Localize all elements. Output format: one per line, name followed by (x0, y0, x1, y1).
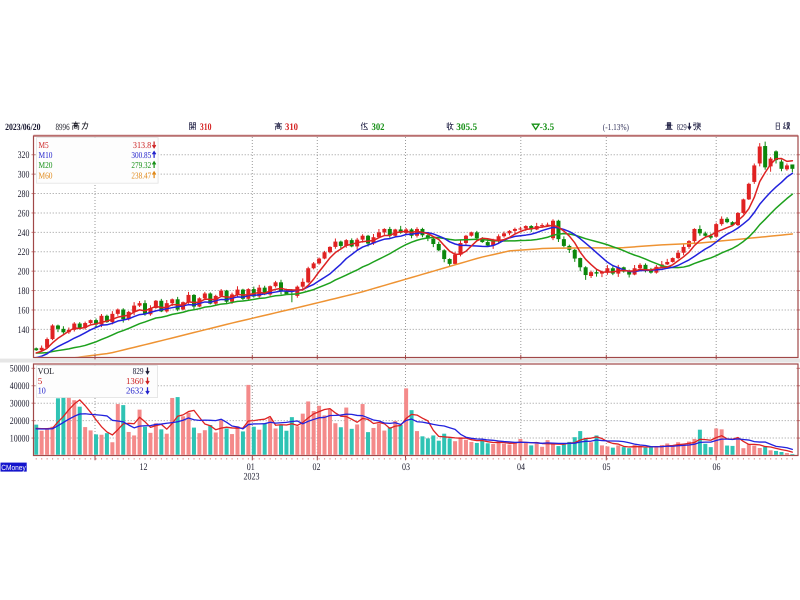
svg-text:M5: M5 (39, 140, 50, 150)
svg-text:CMoney: CMoney (1, 463, 26, 472)
svg-text:04: 04 (517, 462, 525, 473)
svg-text:260: 260 (18, 208, 30, 219)
svg-text:02: 02 (313, 462, 321, 473)
svg-text:313.8: 313.8 (133, 140, 152, 150)
svg-text:-3.5: -3.5 (540, 122, 554, 133)
svg-text:2023/06/20: 2023/06/20 (5, 123, 41, 133)
svg-text:03: 03 (402, 462, 410, 473)
svg-text:220: 220 (18, 247, 30, 258)
svg-text:40000: 40000 (10, 381, 30, 392)
svg-text:300: 300 (18, 170, 30, 181)
svg-text:10: 10 (38, 386, 46, 396)
svg-text:1360: 1360 (126, 376, 144, 386)
svg-text:M60: M60 (39, 170, 53, 180)
svg-text:829: 829 (677, 122, 687, 132)
svg-text:2023: 2023 (244, 471, 260, 482)
svg-text:300.85: 300.85 (131, 150, 151, 160)
svg-text:10000: 10000 (10, 433, 30, 444)
svg-text:12: 12 (140, 462, 148, 473)
svg-text:20000: 20000 (10, 416, 30, 427)
svg-text:M10: M10 (39, 150, 53, 160)
svg-text:VOL: VOL (38, 366, 54, 376)
svg-text:8996: 8996 (56, 123, 70, 133)
svg-text:2632: 2632 (126, 386, 144, 396)
svg-text:140: 140 (18, 325, 30, 336)
svg-text:180: 180 (18, 286, 30, 297)
svg-text:310: 310 (200, 122, 212, 133)
svg-text:280: 280 (18, 189, 30, 200)
svg-text:829: 829 (133, 366, 144, 376)
svg-text:240: 240 (18, 228, 30, 239)
svg-text:05: 05 (603, 462, 611, 473)
svg-text:238.47: 238.47 (131, 170, 151, 180)
svg-text:(-1.13%): (-1.13%) (603, 122, 629, 132)
svg-text:310: 310 (285, 122, 298, 133)
svg-text:320: 320 (18, 150, 30, 161)
svg-text:50000: 50000 (10, 364, 30, 375)
svg-text:200: 200 (18, 267, 30, 278)
svg-text:01: 01 (247, 462, 255, 473)
svg-text:5: 5 (38, 376, 43, 386)
svg-text:302: 302 (372, 122, 385, 133)
svg-text:30000: 30000 (10, 399, 30, 410)
svg-text:06: 06 (713, 462, 721, 473)
svg-text:305.5: 305.5 (456, 122, 477, 133)
svg-text:160: 160 (18, 305, 30, 316)
svg-text:279.32: 279.32 (131, 160, 151, 170)
svg-text:M20: M20 (39, 160, 53, 170)
